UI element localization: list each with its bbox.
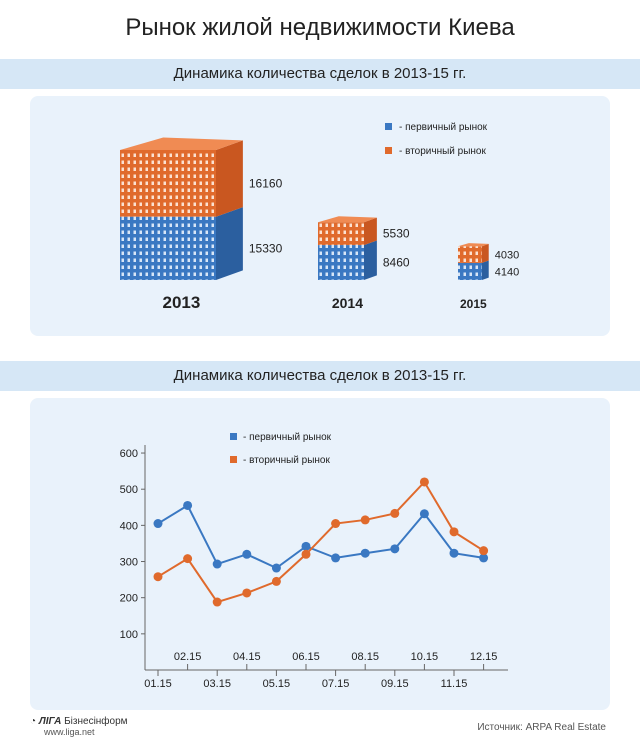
point-primary-02.15 — [183, 500, 193, 510]
y-tick-label-400: 400 — [120, 520, 138, 532]
x-tick-label-04.15: 04.15 — [233, 651, 261, 663]
legend-swatch-secondary — [385, 147, 392, 154]
line-chart-panel: 100 200 300 400 500 600 01.15 02.15 03.15 04.15 05… — [30, 398, 610, 710]
point-primary-09.15 — [390, 544, 400, 554]
point-primary-05.15 — [271, 563, 281, 573]
bar-secondary-value-2015: 4030 — [495, 250, 519, 262]
point-secondary-06.15 — [301, 549, 311, 559]
legend-swatch-secondary — [230, 456, 237, 463]
point-primary-11.15 — [449, 548, 459, 558]
legend-swatch-primary — [230, 433, 237, 440]
bar-roof-2013 — [120, 137, 243, 150]
point-primary-04.15 — [242, 549, 252, 559]
bar-primary-side-2013 — [216, 207, 243, 280]
section-2-subtitle-band: Динамика количества сделок в 2013-15 гг. — [0, 361, 640, 391]
logo-icon: ◔ — [30, 716, 37, 727]
y-tick-label-200: 200 — [120, 593, 138, 605]
bar-roof-2015 — [458, 243, 489, 247]
bar-secondary-2015 — [458, 246, 482, 263]
bar-secondary-value-2014: 5530 — [383, 227, 410, 241]
point-secondary-08.15 — [360, 515, 370, 525]
point-primary-03.15 — [212, 559, 222, 569]
bar-primary-2015 — [458, 262, 482, 280]
legend-label-secondary: - вторичный рынок — [399, 146, 486, 157]
x-tick-label-11.15: 11.15 — [441, 678, 468, 690]
legend-label-primary: - первичный рынок — [243, 432, 332, 443]
x-tick-label-05.15: 05.15 — [263, 678, 291, 690]
x-tick-label-12.15: 12.15 — [470, 651, 498, 663]
bar-secondary-2014 — [318, 222, 364, 246]
point-primary-07.15 — [331, 553, 341, 563]
x-tick-label-07.15: 07.15 — [322, 678, 350, 690]
logo-brand: ЛІГА — [38, 716, 62, 727]
point-primary-12.15 — [479, 553, 489, 563]
point-primary-08.15 — [360, 548, 370, 558]
point-secondary-09.15 — [390, 508, 400, 518]
x-tick-label-10.15: 10.15 — [411, 651, 439, 663]
x-tick-label-08.15: 08.15 — [351, 651, 379, 663]
bar-secondary-value-2013: 16160 — [249, 176, 283, 190]
bar-primary-side-2014 — [364, 240, 377, 280]
x-tick-label-06.15: 06.15 — [292, 651, 320, 663]
bar-secondary-2013 — [120, 150, 216, 217]
bar-secondary-side-2013 — [216, 140, 243, 217]
series-line-primary — [157, 504, 484, 570]
bar-primary-side-2015 — [482, 260, 489, 280]
x-tick-label-09.15: 09.15 — [381, 678, 409, 690]
x-tick-label-02.15: 02.15 — [174, 651, 202, 663]
legend-label-primary: - первичный рынок — [399, 122, 488, 133]
section-1-subtitle-band: Динамика количества сделок в 2013-15 гг. — [0, 59, 640, 89]
x-tick-label-03.15: 03.15 — [203, 678, 231, 690]
legend-swatch-primary — [385, 123, 392, 130]
bar-primary-2013 — [120, 216, 216, 280]
buildings-chart: 16160 15330 2013 5530 8460 2014 4030 4140 2015 - … — [120, 122, 519, 312]
source-note: Источник: ARPA Real Estate — [477, 722, 606, 733]
point-secondary-01.15 — [153, 572, 163, 582]
point-secondary-11.15 — [449, 527, 459, 537]
bar-roof-2014 — [318, 216, 377, 223]
section-1-subtitle: Динамика количества сделок в 2013-15 гг. — [173, 65, 467, 82]
year-label-2015: 2015 — [460, 297, 487, 311]
bar-primary-2014 — [318, 245, 364, 280]
point-primary-10.15 — [419, 509, 429, 519]
bar-primary-value-2013: 15330 — [249, 241, 283, 255]
liga-logo: ◔ ЛІГА Бізнесінформ www.liga.net — [30, 716, 128, 738]
year-label-2013: 2013 — [163, 293, 201, 312]
point-secondary-03.15 — [212, 597, 222, 607]
y-tick-label-500: 500 — [120, 484, 138, 496]
y-tick-label-600: 600 — [120, 448, 138, 460]
year-label-2014: 2014 — [332, 295, 363, 311]
y-tick-label-300: 300 — [120, 557, 138, 569]
series-line-secondary — [157, 480, 485, 604]
point-secondary-02.15 — [183, 554, 193, 564]
line-chart: 100 200 300 400 500 600 01.15 02.15 03.15 04.15 05… — [120, 432, 508, 690]
point-primary-06.15 — [301, 541, 311, 551]
section-2-subtitle: Динамика количества сделок в 2013-15 гг. — [173, 367, 467, 384]
buildings-chart-panel: 16160 15330 2013 5530 8460 2014 4030 4140 2015 - … — [30, 96, 610, 336]
page-title: Рынок жилой недвижимости Киева — [125, 14, 515, 41]
y-tick-label-100: 100 — [120, 629, 138, 641]
x-tick-label-01.15: 01.15 — [144, 678, 172, 690]
bar-secondary-side-2014 — [364, 217, 377, 246]
point-secondary-07.15 — [331, 519, 341, 529]
point-secondary-04.15 — [242, 588, 252, 598]
bar-secondary-side-2015 — [482, 243, 489, 263]
bar-primary-value-2014: 8460 — [383, 256, 410, 270]
point-secondary-12.15 — [479, 546, 489, 556]
logo-brand-suffix: Бізнесінформ — [64, 716, 128, 727]
point-secondary-10.15 — [419, 477, 429, 487]
point-primary-01.15 — [153, 519, 163, 529]
point-secondary-05.15 — [271, 576, 281, 586]
logo-site: www.liga.net — [44, 727, 95, 737]
bar-primary-value-2015: 4140 — [495, 266, 519, 278]
legend-label-secondary: - вторичный рынок — [243, 455, 330, 466]
